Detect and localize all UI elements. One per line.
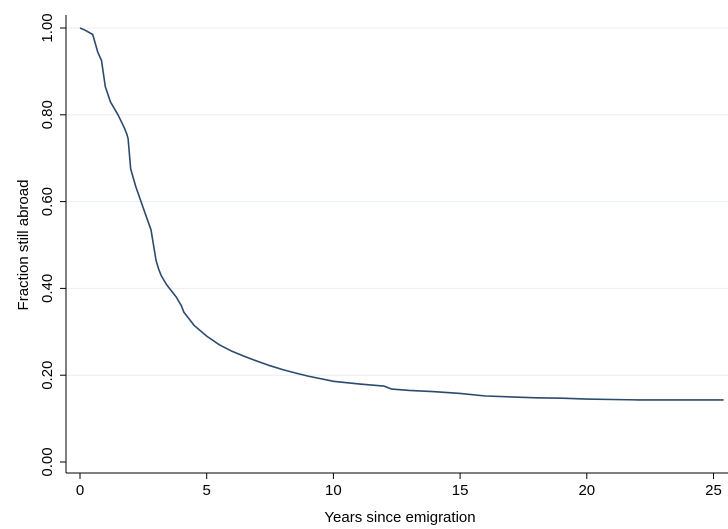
x-tick-label-1: 5 <box>203 482 211 499</box>
gridlines <box>67 27 728 376</box>
x-tick-label-5: 25 <box>705 482 722 499</box>
x-tick-label-2: 10 <box>325 482 342 499</box>
x-tick-label-0: 0 <box>76 482 84 499</box>
series-line-0 <box>79 27 724 401</box>
x-axis-title: Years since emigration <box>324 509 475 526</box>
x-tick-label-3: 15 <box>452 482 469 499</box>
y-tick-label-4: 0.80 <box>39 100 56 129</box>
y-tick-label-1: 0.20 <box>39 361 56 390</box>
x-tick-label-4: 20 <box>578 482 595 499</box>
y-tick-label-0: 0.00 <box>39 447 56 476</box>
y-tick-label-2: 0.40 <box>39 274 56 303</box>
axes <box>65 15 728 474</box>
y-tick-label-5: 1.00 <box>39 13 56 42</box>
y-tick-label-3: 0.60 <box>39 187 56 216</box>
y-axis-title: Fraction still abroad <box>15 180 32 311</box>
series <box>79 27 724 401</box>
ticks: 0.00 0.20 0.40 0.60 0.80 1.00 0 5 10 15 20 25 <box>39 13 722 499</box>
